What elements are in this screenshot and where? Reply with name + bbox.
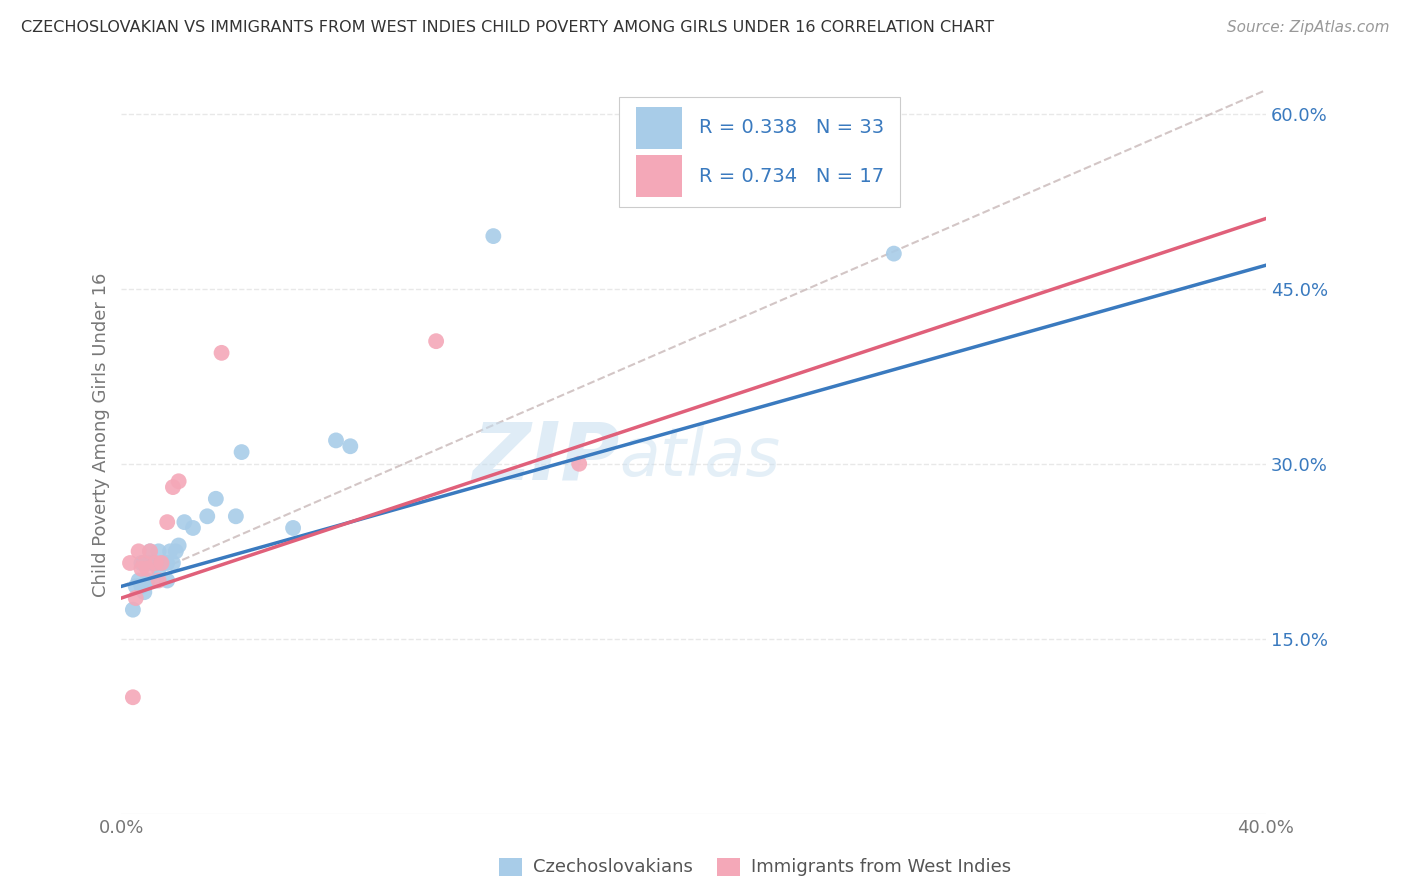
Text: Czechoslovakians: Czechoslovakians: [533, 858, 693, 876]
Point: [125, 591, 148, 605]
Text: R = 0.734   N = 17: R = 0.734 N = 17: [699, 167, 884, 186]
Point: [883, 246, 905, 260]
Point: [134, 556, 156, 570]
Point: [139, 544, 162, 558]
Point: [162, 556, 184, 570]
FancyBboxPatch shape: [619, 97, 900, 207]
Point: [128, 574, 150, 588]
Point: [145, 574, 167, 588]
Point: [142, 556, 165, 570]
FancyBboxPatch shape: [637, 107, 682, 149]
Text: ZIP: ZIP: [472, 418, 619, 496]
Point: [173, 515, 195, 529]
Point: [125, 579, 148, 593]
Point: [167, 539, 190, 553]
Point: [134, 585, 156, 599]
Point: [139, 544, 162, 558]
Point: [139, 556, 162, 570]
Point: [148, 562, 170, 576]
Point: [145, 556, 167, 570]
Point: [134, 556, 156, 570]
Text: Immigrants from West Indies: Immigrants from West Indies: [751, 858, 1011, 876]
Y-axis label: Child Poverty Among Girls Under 16: Child Poverty Among Girls Under 16: [93, 272, 110, 597]
Point: [281, 521, 304, 535]
Point: [568, 457, 591, 471]
Point: [231, 445, 253, 459]
Point: [225, 509, 247, 524]
Point: [148, 574, 170, 588]
Point: [128, 544, 150, 558]
Point: [150, 556, 173, 570]
Point: [195, 509, 218, 524]
Point: [211, 346, 233, 360]
Text: CZECHOSLOVAKIAN VS IMMIGRANTS FROM WEST INDIES CHILD POVERTY AMONG GIRLS UNDER 1: CZECHOSLOVAKIAN VS IMMIGRANTS FROM WEST …: [21, 20, 994, 35]
Point: [131, 556, 153, 570]
Point: [122, 690, 145, 705]
Point: [148, 544, 170, 558]
Point: [181, 521, 204, 535]
Point: [136, 562, 159, 576]
Point: [205, 491, 228, 506]
Point: [162, 480, 184, 494]
Point: [425, 334, 447, 348]
Point: [131, 579, 153, 593]
Point: [339, 439, 361, 453]
Text: Source: ZipAtlas.com: Source: ZipAtlas.com: [1226, 20, 1389, 35]
Point: [156, 574, 179, 588]
Text: atlas: atlas: [619, 425, 780, 491]
FancyBboxPatch shape: [637, 155, 682, 197]
Point: [167, 475, 190, 489]
Point: [325, 434, 347, 448]
Point: [122, 603, 145, 617]
Point: [153, 556, 176, 570]
Point: [150, 556, 173, 570]
Point: [118, 556, 141, 570]
Point: [482, 229, 505, 244]
Text: R = 0.338   N = 33: R = 0.338 N = 33: [699, 118, 884, 137]
Point: [165, 544, 187, 558]
Point: [156, 515, 179, 529]
Point: [136, 574, 159, 588]
Point: [131, 562, 153, 576]
Point: [156, 556, 179, 570]
Point: [159, 544, 181, 558]
